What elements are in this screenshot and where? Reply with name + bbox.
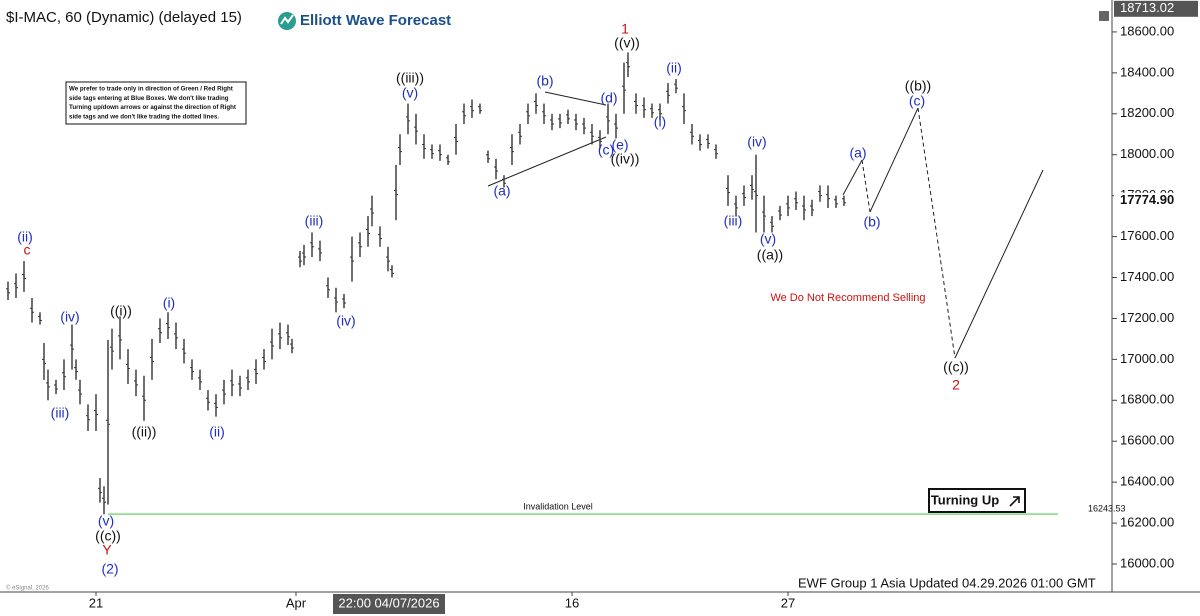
wave-label: ((v)) <box>614 35 640 51</box>
wave-label: (iii) <box>305 213 324 229</box>
price-marker-box <box>1114 192 1198 209</box>
wave-label: (iii) <box>51 405 70 421</box>
y-tick-label: 16200.00 <box>1120 515 1174 530</box>
y-tick-label: 16400.00 <box>1120 474 1174 489</box>
y-tick-label: 16000.00 <box>1120 555 1174 570</box>
wave-label: (2) <box>101 561 118 577</box>
y-tick-label: 17200.00 <box>1120 310 1174 325</box>
logo: Elliott Wave Forecast <box>278 12 451 30</box>
wave-lines <box>487 91 1044 359</box>
note-line: Turning up/down arrows or against the di… <box>69 104 236 111</box>
logo-wave <box>280 14 294 25</box>
wave-label: (iv) <box>336 313 355 329</box>
wave-label: ((i)) <box>110 303 132 319</box>
cursor-label: 22:00 04/07/2026 <box>338 595 439 610</box>
x-tick-label: 16 <box>565 595 579 610</box>
settings-icon[interactable] <box>1099 11 1109 21</box>
invalidation-label: 16243.53 <box>1088 504 1126 514</box>
wave-label: (a) <box>493 183 510 199</box>
wave-label: (i) <box>163 295 175 311</box>
triangle-line <box>544 91 607 106</box>
wave-label: (b) <box>863 214 880 230</box>
wave-label: (ii) <box>666 60 682 76</box>
turning-arrow <box>1009 496 1020 507</box>
cursor-label-box <box>333 594 445 614</box>
note-box <box>65 81 247 125</box>
price-marker-label: 17774.90 <box>1120 192 1174 207</box>
wave-label: (ii) <box>17 229 33 245</box>
turning-label: Turning Up <box>931 492 999 507</box>
wave-label: 1 <box>621 21 629 37</box>
y-tick-label: 17000.00 <box>1120 351 1174 366</box>
y-tick-label: 18200.00 <box>1120 105 1174 120</box>
projection-line <box>954 169 1044 359</box>
x-tick-label: 27 <box>781 595 795 610</box>
wave-label: (iii) <box>724 213 743 229</box>
wave-label: (e) <box>611 137 628 153</box>
x-tick-label: 21 <box>89 595 103 610</box>
logo-text: Elliott Wave Forecast <box>300 12 451 29</box>
y-tick-label: 18000.00 <box>1120 146 1174 161</box>
wave-label: 2 <box>952 377 960 393</box>
wave-label: (iv) <box>747 134 766 150</box>
wave-label: (a) <box>849 145 866 161</box>
note-line: side tags and we don't like trading the … <box>69 114 219 121</box>
wave-label: (b) <box>536 73 553 89</box>
wave-label: Y <box>102 542 112 558</box>
chart-title: $I-MAC, 60 (Dynamic) (delayed 15) <box>6 9 242 26</box>
turning-box <box>928 488 1026 513</box>
footer: EWF Group 1 Asia Updated 04.29.2026 01:0… <box>798 575 1096 590</box>
y-tick-label: 17600.00 <box>1120 228 1174 243</box>
wave-label: (c) <box>598 142 614 158</box>
wave-label: (v) <box>760 231 776 247</box>
wave-label: ((iv)) <box>611 151 640 167</box>
projection-dashed <box>861 159 871 213</box>
y-tick-label: 18600.00 <box>1120 23 1174 38</box>
wave-label: ((a)) <box>757 247 783 263</box>
note-line: side tags entering at Blue Boxes. We don… <box>69 95 229 102</box>
y-tick-label: 18400.00 <box>1120 64 1174 79</box>
price-marker-box <box>1114 0 1198 17</box>
wave-label: ((ii)) <box>132 424 157 440</box>
projection-line <box>842 159 863 196</box>
wave-label: (c) <box>909 93 925 109</box>
wave-label: We Do Not Recommend Selling <box>770 292 925 304</box>
wave-label: (d) <box>600 90 617 106</box>
note-line: We prefer to trade only in direction of … <box>69 86 233 93</box>
y-tick-label: 16800.00 <box>1120 392 1174 407</box>
wave-label: (iv) <box>60 309 79 325</box>
price-marker-label: 18713.02 <box>1120 0 1174 15</box>
y-tick-label: 16600.00 <box>1120 433 1174 448</box>
wave-label: ((iii)) <box>396 70 424 86</box>
wave-label: (i) <box>654 114 666 130</box>
wave-label: ((c)) <box>943 359 969 375</box>
wave-label: c <box>24 242 31 258</box>
triangle-line <box>487 136 607 187</box>
projection-dashed <box>917 107 956 359</box>
wave-label: (ii) <box>209 424 225 440</box>
wave-label: (v) <box>98 513 114 529</box>
projection-line <box>869 107 919 213</box>
y-tick-label: 17400.00 <box>1120 269 1174 284</box>
invalidation-text: Invalidation Level <box>523 502 593 512</box>
wave-label: (v) <box>402 85 418 101</box>
wave-label: ((b)) <box>905 78 931 94</box>
x-tick-label: Apr <box>286 595 307 610</box>
copyright: © eSignal, 2026 <box>6 585 49 592</box>
wave-label: ((c)) <box>95 528 121 544</box>
